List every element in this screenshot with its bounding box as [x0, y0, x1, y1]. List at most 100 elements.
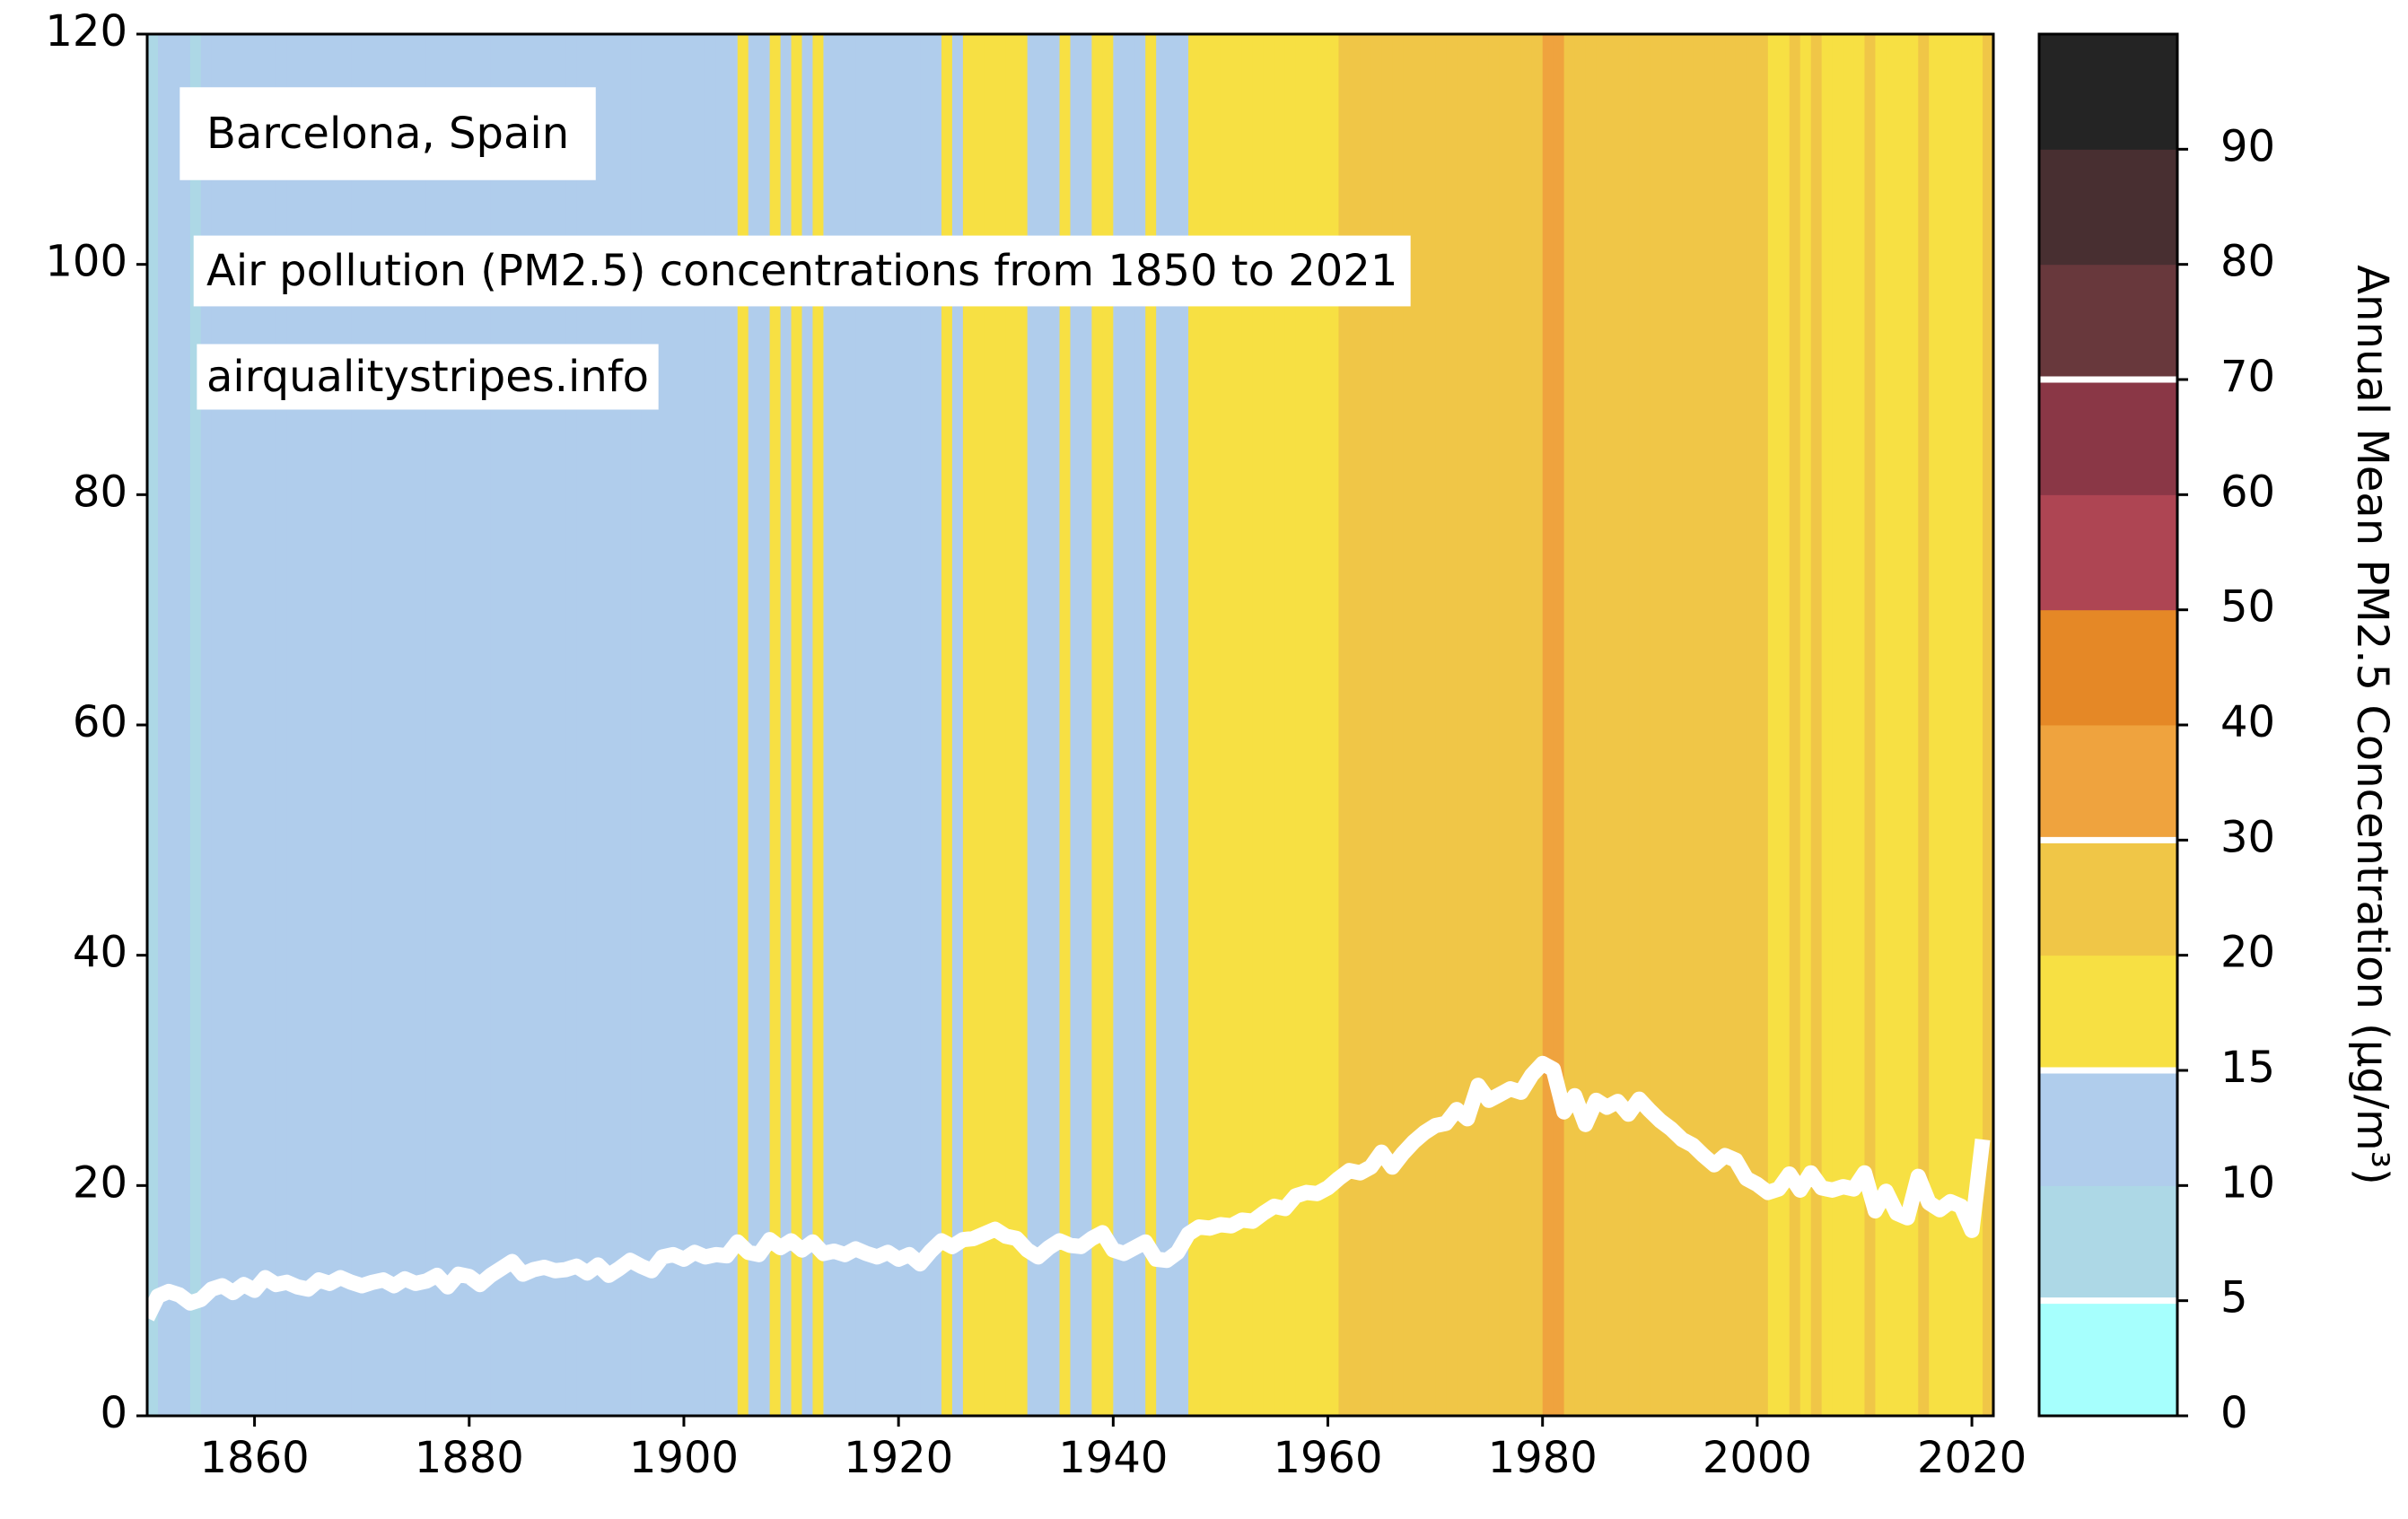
stripe	[1682, 34, 1694, 1416]
stripe	[673, 34, 685, 1416]
colorbar-segment	[2039, 609, 2177, 726]
stripe	[1778, 34, 1791, 1416]
stripe	[888, 34, 899, 1416]
stripe	[1199, 34, 1211, 1416]
colorbar-tick-label: 30	[2220, 812, 2275, 862]
stripe	[1349, 34, 1362, 1416]
stripe	[1488, 34, 1501, 1416]
stripe	[1832, 34, 1844, 1416]
stripe	[179, 34, 191, 1416]
stripe	[1241, 34, 1254, 1416]
stripe	[1038, 34, 1050, 1416]
colorbar-tick-label: 50	[2220, 582, 2275, 633]
stripe	[962, 34, 975, 1416]
colorbar-segment	[2039, 1070, 2177, 1186]
colorbar-tick-label: 5	[2220, 1273, 2248, 1323]
stripe	[1585, 34, 1598, 1416]
stripe	[1467, 34, 1479, 1416]
colorbar-tick-label: 60	[2220, 467, 2275, 517]
colorbar-segment	[2039, 1300, 2177, 1417]
stripe	[1477, 34, 1490, 1416]
stripe	[168, 34, 180, 1416]
chart-title-background	[180, 87, 596, 180]
stripe	[1209, 34, 1222, 1416]
y-tick-label: 120	[45, 6, 127, 57]
stripe	[877, 34, 889, 1416]
stripe	[973, 34, 985, 1416]
stripe	[1263, 34, 1275, 1416]
stripe	[1531, 34, 1544, 1416]
stripe	[1725, 34, 1737, 1416]
chart-source-box: airqualitystripes.info	[197, 344, 659, 410]
stripe	[737, 34, 749, 1416]
pollution-line	[140, 1055, 1991, 1322]
chart-source-background	[197, 344, 659, 410]
y-tick-label: 80	[73, 467, 127, 517]
stripe	[1499, 34, 1511, 1416]
stripe	[1628, 34, 1640, 1416]
colorbar-segment	[2039, 1185, 2177, 1302]
stripe	[1693, 34, 1704, 1416]
x-tick-label: 1900	[629, 1433, 739, 1483]
stripe	[791, 34, 803, 1416]
stripe	[1446, 34, 1458, 1416]
colorbar-tick-label: 15	[2220, 1043, 2275, 1093]
stripe	[834, 34, 845, 1416]
stripe	[1091, 34, 1103, 1416]
stripe	[683, 34, 696, 1416]
stripe	[855, 34, 867, 1416]
stripe	[1230, 34, 1243, 1416]
colorbar-tick-label: 70	[2220, 352, 2275, 402]
stripe	[1767, 34, 1780, 1416]
stripe	[1520, 34, 1533, 1416]
stripe	[941, 34, 953, 1416]
colorbar-label: Annual Mean PM2.5 Concentration (μg/m³)	[2347, 265, 2397, 1185]
stripe	[1617, 34, 1629, 1416]
stripe	[1789, 34, 1801, 1416]
stripe	[1306, 34, 1318, 1416]
x-tick-label: 2000	[1703, 1433, 1812, 1483]
stripe	[1918, 34, 1930, 1416]
stripe	[1113, 34, 1125, 1416]
stripe	[1370, 34, 1382, 1416]
colorbar-tick-label: 10	[2220, 1157, 2275, 1208]
chart-subtitle-box: Air pollution (PM2.5) concentrations fro…	[193, 235, 1411, 307]
stripe	[1650, 34, 1661, 1416]
stripe	[1252, 34, 1265, 1416]
stripe	[1660, 34, 1672, 1416]
stripe	[1907, 34, 1919, 1416]
y-tick-label: 60	[73, 697, 127, 747]
colorbar-segment	[2039, 840, 2177, 956]
stripe	[1295, 34, 1308, 1416]
stripe	[1178, 34, 1189, 1416]
stripe	[694, 34, 706, 1416]
y-tick-label: 100	[45, 237, 127, 287]
stripe	[1821, 34, 1834, 1416]
colorbar-tick-label: 20	[2220, 928, 2275, 978]
stripe	[920, 34, 932, 1416]
stripe	[1102, 34, 1114, 1416]
stripe	[748, 34, 760, 1416]
stripe	[1435, 34, 1447, 1416]
stripe	[898, 34, 910, 1416]
x-tick-label: 1880	[415, 1433, 524, 1483]
stripe	[1510, 34, 1522, 1416]
stripe	[1756, 34, 1769, 1416]
x-tick-label: 1920	[844, 1433, 953, 1483]
stripe	[1424, 34, 1436, 1416]
x-tick-label: 1940	[1058, 1433, 1168, 1483]
x-tick-label: 1860	[200, 1433, 310, 1483]
chart-subtitle-background	[193, 235, 1411, 307]
y-tick-label: 0	[100, 1388, 127, 1438]
stripe	[769, 34, 782, 1416]
stripe	[1574, 34, 1587, 1416]
stripe	[1059, 34, 1072, 1416]
stripe	[994, 34, 1007, 1416]
stripe	[1940, 34, 1951, 1416]
colorbar-segment	[2039, 494, 2177, 611]
stripe	[845, 34, 856, 1416]
stripe	[812, 34, 825, 1416]
chart-subtitle: Air pollution (PM2.5) concentrations fro…	[206, 246, 1397, 296]
stripe	[780, 34, 792, 1416]
colorbar-segment	[2039, 34, 2177, 150]
